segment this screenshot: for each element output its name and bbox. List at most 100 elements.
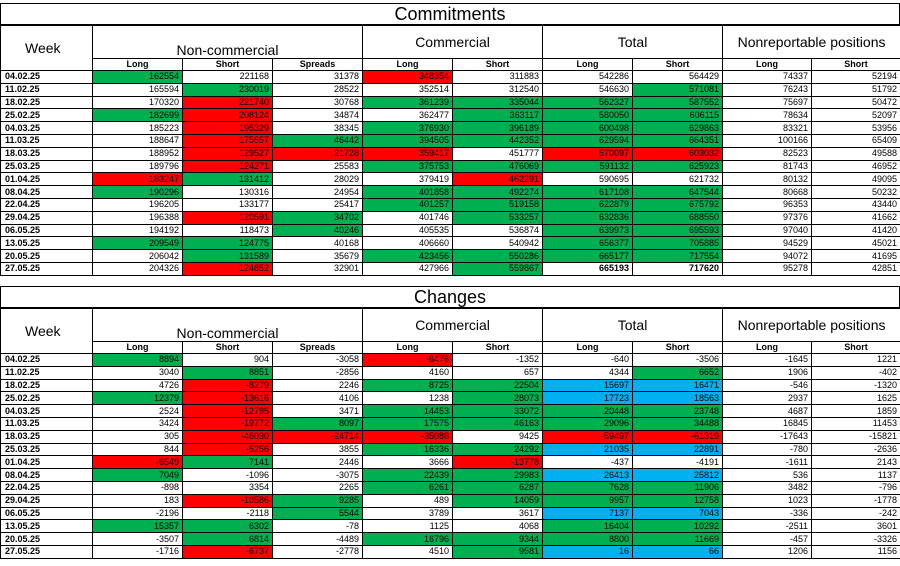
changes-section: Changes Week Non-commercial Commercial Tota… — [0, 286, 900, 559]
value-cell: 591132 — [542, 159, 634, 174]
value-cell: 9425 — [452, 429, 544, 444]
value-cell: 6814 — [182, 532, 273, 546]
value-cell: -61319 — [632, 429, 724, 444]
table-row: 20.05.25 206042 131589 35679 423456 550286 665… — [0, 249, 900, 263]
table-row: 25.02.25 12379 -13616 4106 1238 28073 17723 185… — [0, 391, 900, 406]
week-cell: 11.03.25 — [0, 416, 93, 431]
value-cell: 2446 — [271, 455, 364, 470]
value-cell: 38345 — [271, 121, 364, 135]
value-cell: 394505 — [362, 133, 454, 148]
value-cell: 97376 — [722, 210, 813, 225]
value-cell: 580050 — [542, 108, 634, 123]
column-header: Short — [182, 341, 273, 354]
value-cell: -2856 — [271, 365, 364, 380]
value-cell: 118473 — [182, 223, 273, 238]
week-cell: 29.04.25 — [0, 210, 93, 225]
value-cell: 8725 — [362, 378, 454, 393]
value-cell: 451777 — [452, 146, 544, 161]
value-cell: 396189 — [452, 121, 544, 135]
column-header: Short — [182, 58, 273, 71]
value-cell: 7043 — [632, 506, 724, 521]
value-cell: 43440 — [811, 197, 900, 212]
value-cell: -12795 — [182, 404, 273, 418]
week-cell: 18.03.25 — [0, 429, 93, 444]
value-cell: 49588 — [811, 146, 900, 161]
value-cell: 352514 — [362, 82, 454, 97]
column-header: Short — [811, 58, 900, 71]
value-cell: 7137 — [542, 506, 634, 521]
value-cell: 665193 — [542, 261, 634, 276]
value-cell: 4726 — [92, 378, 183, 393]
week-cell: 25.02.25 — [0, 108, 93, 123]
value-cell: 41420 — [811, 223, 900, 238]
table-row: 04.03.25 2524 -12795 3471 14453 33072 20448 237… — [0, 404, 900, 418]
value-cell: 629594 — [542, 133, 634, 148]
value-cell: 11453 — [811, 416, 900, 431]
value-cell: 196205 — [92, 197, 183, 212]
value-cell: 462291 — [452, 172, 544, 187]
value-cell: 401746 — [362, 210, 454, 225]
value-cell: 379419 — [362, 172, 454, 187]
group-header: Nonreportable positions — [722, 25, 900, 59]
value-cell: -17643 — [722, 429, 813, 444]
value-cell: 206042 — [92, 249, 183, 263]
value-cell: 8800 — [542, 532, 634, 546]
value-cell: 3855 — [271, 442, 364, 457]
value-cell: 1023 — [722, 493, 813, 508]
column-header: Short — [452, 341, 544, 354]
value-cell: 542286 — [542, 70, 634, 84]
value-cell: 190296 — [92, 185, 183, 199]
value-cell: 16845 — [722, 416, 813, 431]
value-cell: -13778 — [452, 455, 544, 470]
value-cell: 540942 — [452, 236, 544, 251]
value-cell: -5256 — [182, 442, 273, 457]
value-cell: 625923 — [632, 159, 724, 174]
value-cell: 2143 — [811, 455, 900, 470]
value-cell: 120591 — [182, 210, 273, 225]
value-cell: 15697 — [542, 378, 634, 393]
value-cell: 427966 — [362, 261, 454, 276]
week-cell: 27.05.25 — [0, 261, 93, 276]
commitments-table: Week Non-commercial Commercial Total Nonrepo… — [0, 25, 900, 276]
table-row: 11.02.25 3040 8851 -2856 4160 657 4344 6652 1906… — [0, 365, 900, 380]
value-cell: 22504 — [452, 378, 544, 393]
value-cell: 564429 — [632, 70, 724, 84]
value-cell: 81743 — [722, 159, 813, 174]
value-cell: 533257 — [452, 210, 544, 225]
value-cell: 6261 — [362, 480, 454, 495]
week-cell: 18.03.25 — [0, 146, 93, 161]
column-header: Long — [722, 58, 813, 71]
column-header: Long — [362, 341, 454, 354]
value-cell: 96353 — [722, 197, 813, 212]
week-cell: 01.04.25 — [0, 455, 93, 470]
value-cell: 46952 — [811, 159, 900, 174]
table-row: 04.03.25 185223 195329 38345 376930 396189 600… — [0, 121, 900, 135]
value-cell: 401257 — [362, 197, 454, 212]
value-cell: 80668 — [722, 185, 813, 199]
week-cell: 04.02.25 — [0, 70, 93, 84]
value-cell: 4687 — [722, 404, 813, 418]
value-cell: 230019 — [182, 82, 273, 97]
value-cell: -19772 — [182, 416, 273, 431]
value-cell: 695593 — [632, 223, 724, 238]
value-cell: 26413 — [542, 468, 634, 482]
table-row: 22.04.25 196205 133177 25417 401257 519158 622… — [0, 197, 900, 212]
value-cell: 16471 — [632, 378, 724, 393]
value-cell: 629863 — [632, 121, 724, 135]
table-row: 04.02.25 162554 221168 31378 348354 311883 542… — [0, 70, 900, 84]
value-cell: 2265 — [271, 480, 364, 495]
table-row: 18.02.25 170320 221740 30768 361239 335044 562… — [0, 95, 900, 110]
group-header: Total — [542, 25, 724, 59]
value-cell: 1859 — [811, 404, 900, 418]
value-cell: 3471 — [271, 404, 364, 418]
value-cell: 29096 — [542, 416, 634, 431]
value-cell: 536874 — [452, 223, 544, 238]
value-cell: 363117 — [452, 108, 544, 123]
value-cell: 656377 — [542, 236, 634, 251]
value-cell: 603032 — [632, 146, 724, 161]
value-cell: -3507 — [92, 532, 183, 546]
value-cell: -4489 — [271, 532, 364, 546]
value-cell: 24954 — [271, 185, 364, 199]
value-cell: 571081 — [632, 82, 724, 97]
value-cell: 9957 — [542, 493, 634, 508]
